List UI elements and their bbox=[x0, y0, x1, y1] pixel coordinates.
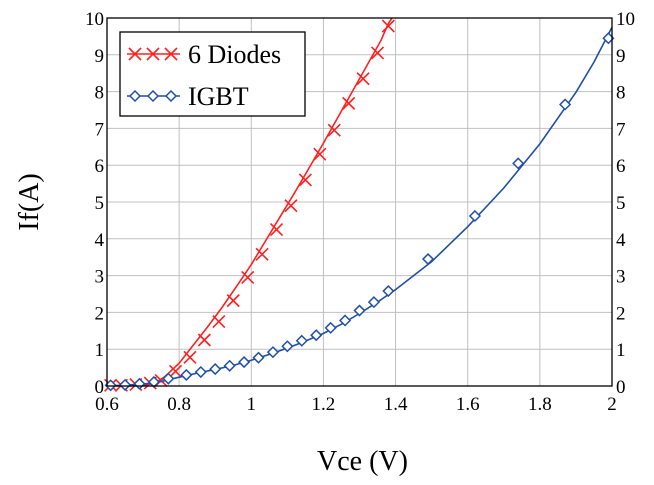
legend: 6 Diodes IGBT bbox=[119, 31, 306, 117]
y-tick-label-left: 5 bbox=[95, 193, 105, 214]
y-tick-label-left: 4 bbox=[95, 230, 105, 251]
x-tick-label: 2 bbox=[607, 394, 617, 415]
y-tick-label-left: 0 bbox=[95, 377, 105, 398]
data-point bbox=[194, 365, 207, 379]
y-tick-label-left: 7 bbox=[95, 119, 105, 140]
data-point bbox=[367, 296, 380, 309]
data-point bbox=[266, 346, 279, 359]
x-tick-label: 1.8 bbox=[528, 394, 552, 415]
y-tick-label-right: 10 bbox=[616, 9, 635, 30]
y-tick-label-right: 9 bbox=[616, 46, 626, 67]
y-tick-label-right: 1 bbox=[616, 340, 626, 361]
data-point bbox=[339, 314, 352, 327]
data-point bbox=[381, 19, 395, 33]
y-tick-label-left: 3 bbox=[95, 267, 105, 288]
data-point bbox=[241, 270, 255, 285]
y-tick-label-right: 2 bbox=[616, 303, 626, 324]
data-point bbox=[370, 46, 385, 60]
legend-marker bbox=[128, 47, 142, 61]
data-point bbox=[298, 173, 312, 187]
x-tick-label: 1.6 bbox=[456, 394, 480, 415]
y-tick-label-left: 9 bbox=[95, 46, 105, 67]
data-point bbox=[147, 375, 160, 389]
y-tick-label-left: 8 bbox=[95, 83, 105, 104]
data-point bbox=[209, 363, 222, 376]
data-point bbox=[512, 157, 525, 170]
data-point bbox=[327, 123, 341, 137]
series-1 bbox=[104, 26, 615, 392]
grid bbox=[106, 17, 613, 387]
data-point bbox=[269, 223, 284, 237]
data-point bbox=[295, 334, 308, 347]
data-point bbox=[313, 147, 327, 161]
y-tick-label-right: 0 bbox=[616, 377, 626, 398]
x-axis-title: Vce (V) bbox=[317, 446, 408, 477]
data-point bbox=[281, 340, 294, 353]
data-point bbox=[255, 247, 269, 261]
y-tick-label-right: 6 bbox=[616, 156, 626, 177]
data-point bbox=[342, 96, 356, 110]
legend-marker bbox=[128, 89, 142, 103]
data-point bbox=[382, 284, 395, 298]
data-point bbox=[133, 377, 146, 390]
legend-label: 6 Diodes bbox=[188, 40, 281, 69]
x-tick-label: 1.2 bbox=[312, 394, 336, 415]
y-tick-label-right: 8 bbox=[616, 83, 626, 104]
data-point bbox=[162, 372, 175, 385]
y-tick-label-right: 5 bbox=[616, 193, 626, 214]
data-point bbox=[168, 364, 183, 378]
y-tick-label-left: 10 bbox=[85, 9, 104, 30]
x-tick-label: 0.8 bbox=[167, 394, 191, 415]
legend-marker bbox=[146, 89, 160, 103]
y-tick-label-right: 4 bbox=[616, 230, 626, 251]
legend-marker bbox=[146, 47, 160, 61]
x-tick-label: 1 bbox=[247, 394, 257, 415]
data-point bbox=[252, 351, 265, 364]
legend-marker bbox=[164, 89, 178, 103]
data-point bbox=[284, 199, 298, 213]
x-tick-label: 0.6 bbox=[95, 394, 119, 415]
data-point bbox=[324, 321, 337, 334]
y-tick-label-left: 6 bbox=[95, 156, 105, 177]
data-point bbox=[310, 329, 323, 342]
data-point bbox=[353, 304, 366, 317]
y-tick-label-left: 2 bbox=[95, 303, 105, 324]
tick-labels: 0.6 0.8 1 1.2 1.4 1.6 1.8 20 01 12 23 34 45 56 67 78 89 9… bbox=[85, 9, 635, 415]
y-tick-label-right: 7 bbox=[616, 119, 626, 140]
legend-marker bbox=[164, 47, 178, 61]
data-point bbox=[118, 378, 132, 391]
data-point bbox=[223, 359, 236, 372]
legend-entry-0: 6 Diodes bbox=[127, 40, 281, 69]
legend-entry-1: IGBT bbox=[127, 82, 249, 111]
data-point bbox=[183, 350, 197, 364]
y-tick-label-left: 1 bbox=[95, 340, 105, 361]
data-point bbox=[238, 356, 251, 369]
legend-label: IGBT bbox=[188, 82, 249, 111]
x-tick-label: 1.4 bbox=[384, 394, 408, 415]
legend-box bbox=[119, 31, 306, 117]
data-point bbox=[468, 209, 481, 223]
data-point bbox=[421, 252, 435, 266]
y-axis-title: If(A) bbox=[14, 173, 45, 231]
data-point bbox=[180, 368, 193, 382]
data-point bbox=[356, 72, 370, 86]
y-tick-label-right: 3 bbox=[616, 267, 626, 288]
series-layer bbox=[104, 17, 615, 392]
data-point bbox=[212, 315, 226, 329]
data-point bbox=[226, 294, 240, 308]
data-point bbox=[197, 333, 211, 347]
plot-frame bbox=[106, 17, 613, 387]
data-point bbox=[559, 98, 572, 111]
